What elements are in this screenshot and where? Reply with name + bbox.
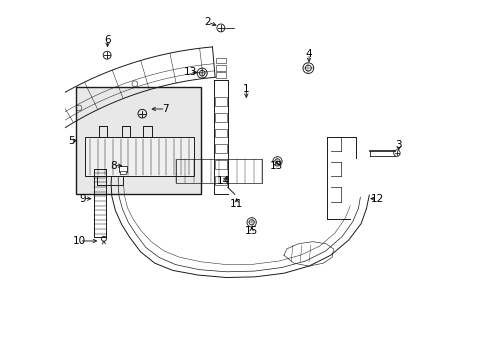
Bar bbox=[97, 176, 122, 185]
Bar bbox=[214, 176, 226, 185]
Bar bbox=[215, 65, 225, 71]
Text: 8: 8 bbox=[110, 161, 117, 171]
Text: 1: 1 bbox=[243, 84, 249, 94]
Bar bbox=[176, 159, 262, 183]
Bar bbox=[214, 144, 226, 153]
Bar bbox=[122, 126, 130, 137]
Bar bbox=[119, 166, 126, 172]
Text: 14: 14 bbox=[216, 176, 229, 186]
Bar bbox=[99, 126, 107, 137]
Text: 13: 13 bbox=[269, 161, 283, 171]
Text: 5: 5 bbox=[68, 136, 75, 145]
Bar bbox=[120, 171, 125, 174]
Text: 7: 7 bbox=[162, 104, 168, 114]
Text: 12: 12 bbox=[370, 194, 383, 204]
Bar bbox=[143, 126, 152, 137]
Bar bbox=[214, 129, 226, 137]
Text: 4: 4 bbox=[305, 49, 312, 59]
Text: 9: 9 bbox=[80, 194, 86, 204]
Bar bbox=[76, 87, 201, 194]
Bar bbox=[76, 87, 201, 194]
Text: 3: 3 bbox=[395, 140, 401, 150]
Text: 6: 6 bbox=[104, 35, 111, 45]
Bar bbox=[85, 137, 194, 176]
Bar bbox=[214, 160, 226, 169]
Text: 10: 10 bbox=[73, 236, 86, 246]
Text: 11: 11 bbox=[229, 199, 243, 210]
Text: 2: 2 bbox=[204, 17, 211, 27]
Text: 15: 15 bbox=[244, 226, 258, 236]
Bar bbox=[214, 97, 226, 106]
Bar bbox=[214, 113, 226, 122]
Text: 13: 13 bbox=[183, 67, 196, 77]
Bar bbox=[215, 58, 225, 63]
Bar bbox=[215, 72, 225, 78]
